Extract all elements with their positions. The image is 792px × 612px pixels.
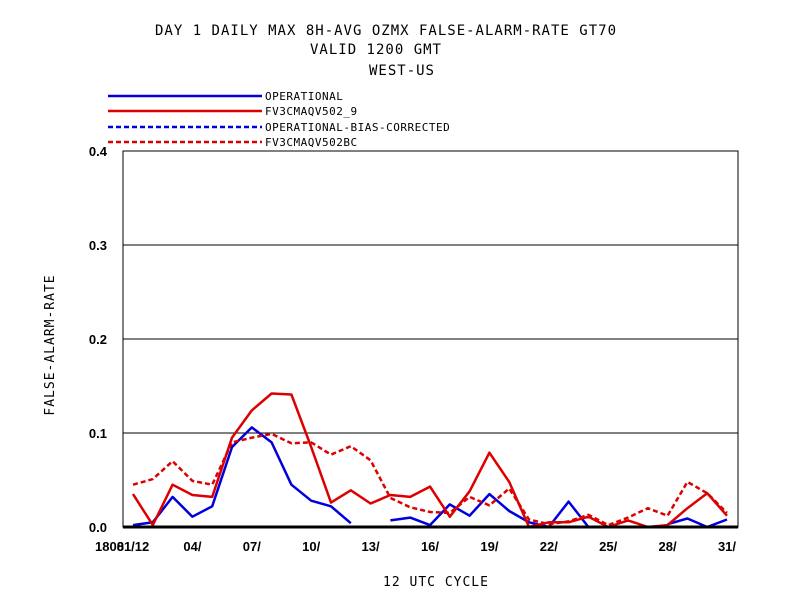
chart-title-line-1: DAY 1 DAILY MAX 8H-AVG OZMX FALSE-ALARM-…: [155, 23, 617, 39]
y-tick-label: 0.2: [89, 332, 107, 347]
x-tick-label: 22/: [540, 539, 558, 554]
series-line-0-seg-0: [132, 426, 352, 527]
chart-title-line-2: VALID 1200 GMT: [310, 42, 442, 58]
x-tick-label: 19/: [480, 539, 498, 554]
x-tick-label: 28/: [659, 539, 677, 554]
series-lines: [131, 392, 728, 529]
y-tick-label: 0.1: [89, 426, 107, 441]
y-axis-label: FALSE-ALARM-RATE: [43, 274, 58, 415]
x-tick-label: 07/: [243, 539, 261, 554]
series-line-1-seg-0: [131, 392, 728, 529]
y-tick-label: 0.0: [89, 520, 107, 535]
legend-label-operational: OPERATIONAL: [265, 90, 343, 103]
x-axis-label: 12 UTC CYCLE: [383, 575, 489, 590]
x-tick-label: 25/: [599, 539, 617, 554]
legend: OPERATIONAL FV3CMAQV502_9 OPERATIONAL-BI…: [108, 90, 450, 149]
series-line-0-seg-1: [390, 492, 590, 529]
series-line-3-seg-0: [132, 432, 728, 527]
x-tick-label: 31/: [718, 539, 736, 554]
y-tick-labels: 0.0 0.1 0.2 0.3 0.4: [89, 144, 108, 535]
y-tick-label: 0.3: [89, 238, 107, 253]
legend-label-fv3cmaqv502bc: FV3CMAQV502BC: [265, 136, 358, 149]
x-tick-label: 16/: [421, 539, 439, 554]
series-line-0-seg-2: [667, 517, 728, 529]
legend-label-fv3cmaqv502-9: FV3CMAQV502_9: [265, 105, 358, 118]
x-tick-label: 04/: [183, 539, 201, 554]
legend-label-operational-bias-corrected: OPERATIONAL-BIAS-CORRECTED: [265, 121, 450, 134]
x-tick-label: 13/: [362, 539, 380, 554]
x-tick-label: 01/12: [117, 539, 150, 554]
chart-title-line-3: WEST-US: [369, 63, 435, 79]
x-tick-label: 1808: [95, 539, 124, 554]
y-tick-label: 0.4: [89, 144, 108, 159]
x-tick-label: 10/: [302, 539, 320, 554]
gridlines: [123, 244, 738, 434]
